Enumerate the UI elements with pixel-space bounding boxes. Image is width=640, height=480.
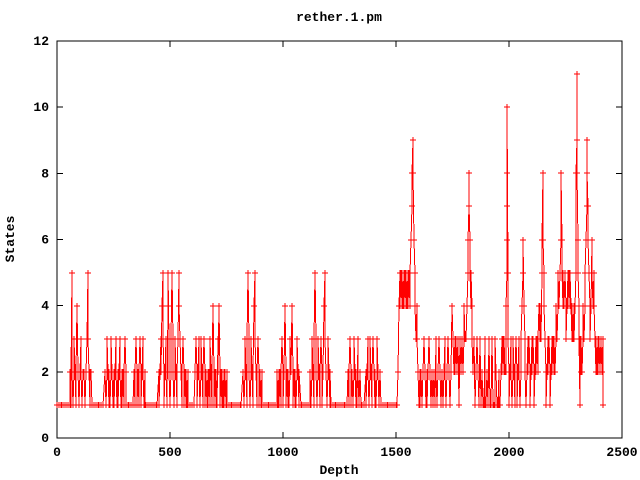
- y-tick-label: 12: [33, 34, 49, 49]
- chart-title: rether.1.pm: [296, 10, 382, 25]
- y-tick-label: 10: [33, 100, 49, 115]
- x-tick-label: 0: [53, 445, 61, 460]
- x-tick-label: 2500: [606, 445, 637, 460]
- y-tick-label: 2: [41, 365, 49, 380]
- y-tick-label: 0: [41, 431, 49, 446]
- x-tick-label: 1000: [267, 445, 298, 460]
- y-tick-label: 8: [41, 166, 49, 181]
- x-tick-label: 1500: [380, 445, 411, 460]
- x-tick-label: 500: [158, 445, 182, 460]
- y-tick-label: 6: [41, 233, 49, 248]
- series-markers: [54, 71, 606, 408]
- axes: 0 500 1000 1500 2000 2500 0 2 4 6 8 10 12: [33, 34, 637, 460]
- y-axis-label: States: [3, 215, 18, 262]
- y-tick-label: 4: [41, 299, 49, 314]
- x-axis-label: Depth: [319, 463, 358, 478]
- data-series: [54, 71, 606, 408]
- x-tick-label: 2000: [493, 445, 524, 460]
